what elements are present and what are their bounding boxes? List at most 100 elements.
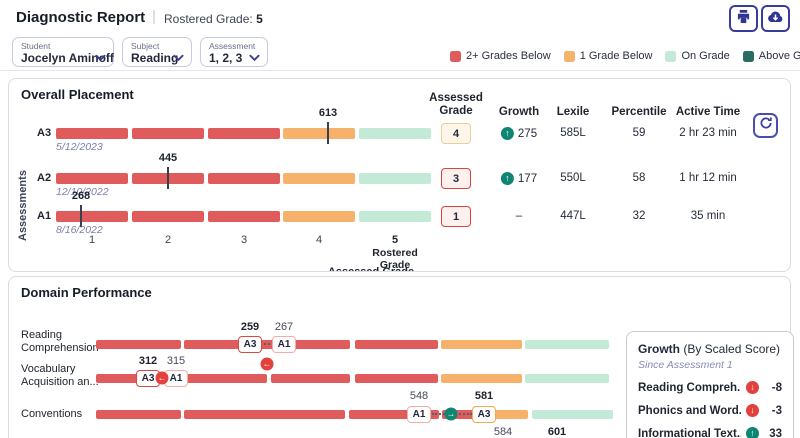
col-lexile: Lexile: [556, 106, 590, 118]
legend-swatch-above-grade: [742, 50, 754, 62]
domain-band: [96, 340, 181, 349]
refresh-icon: [759, 116, 773, 135]
placement-band-grade2: [132, 128, 204, 139]
legend-swatch-2plus-below: [450, 50, 461, 62]
a1-score: 267: [274, 321, 294, 333]
legend-swatch-1-below: [563, 50, 575, 62]
download-button[interactable]: [761, 5, 790, 32]
assessment-dropdown[interactable]: Assessment 1, 2, 3: [200, 37, 268, 67]
placement-legend: 2+ Grades Below 1 Grade Below On Grade A…: [450, 47, 800, 65]
domain-band: [441, 340, 522, 349]
growth-value: 275: [517, 127, 538, 140]
partial-row-score: 584: [493, 426, 513, 438]
growth-item: Reading Compreh... ↓ -8: [638, 381, 782, 394]
growth-up-icon: ↑: [500, 127, 514, 140]
x-tick-2: 2: [164, 234, 172, 246]
growth-cell: ↑ 177: [500, 172, 538, 185]
legend-item: 1 Grade Below: [563, 50, 653, 62]
placement-band-grade3: [208, 211, 280, 222]
growth-value: 177: [517, 172, 538, 185]
growth-card-title-bold: Growth: [638, 342, 680, 356]
subject-dropdown-value: Reading: [131, 51, 179, 65]
legend-item: On Grade: [665, 50, 730, 62]
growth-item-value: 33: [769, 427, 782, 438]
assessed-grade-badge: 4: [441, 123, 471, 144]
student-dropdown[interactable]: Student Jocelyn Aminoff: [12, 37, 114, 67]
placement-band-grade2: [132, 211, 204, 222]
subject-dropdown-label: Subject: [131, 41, 160, 51]
assessment-row-label: A2: [37, 172, 52, 184]
placement-band-grade1: [56, 173, 128, 184]
placement-band-grade5: [359, 173, 431, 184]
legend-label: 1 Grade Below: [579, 50, 653, 62]
a3-score: 581: [474, 390, 494, 402]
domain-row-label: Vocabulary Acquisition an...: [21, 363, 99, 388]
col-active-time: Active Time: [675, 106, 741, 118]
percentile-cell: 58: [632, 172, 646, 184]
domain-band: [441, 374, 522, 383]
a1-score: 315: [166, 355, 186, 367]
assessment-date: 12/10/2022: [56, 186, 109, 198]
score-marker: [80, 205, 82, 227]
assessed-grade-badge: 3: [441, 168, 471, 189]
domain-performance-title: Domain Performance: [21, 285, 152, 300]
print-button[interactable]: [729, 5, 758, 32]
score-marker: [167, 167, 169, 189]
assessment-date: 5/12/2023: [56, 141, 103, 153]
student-dropdown-value: Jocelyn Aminoff: [21, 51, 114, 65]
trend-up-icon: →: [444, 407, 458, 421]
assessment-row-label: A1: [37, 210, 52, 222]
lexile-cell: 447L: [560, 210, 586, 222]
x-tick-5: 5: [391, 234, 399, 246]
growth-item-label: Informational Text...: [638, 427, 741, 438]
placement-band-grade1: [56, 128, 128, 139]
placement-band-grade3: [208, 173, 280, 184]
growth-card-title: Growth (By Scaled Score): [638, 342, 782, 356]
domain-row-label: Conventions: [21, 408, 83, 420]
a3-marker: A3: [238, 336, 262, 353]
assessment-dropdown-value: 1, 2, 3: [209, 51, 243, 65]
lexile-cell: 550L: [560, 172, 586, 184]
legend-swatch-on-grade: [665, 50, 677, 62]
rostered-grade-tick-caption: Rostered Grade: [372, 247, 418, 271]
growth-summary-card: Growth (By Scaled Score) Since Assessmen…: [626, 331, 794, 438]
percentile-cell: 59: [632, 127, 646, 139]
domain-band: [525, 374, 609, 383]
page-title: Diagnostic Report: [16, 9, 146, 26]
growth-cell: ↑ 275: [500, 127, 538, 140]
lexile-cell: 585L: [560, 127, 586, 139]
placement-band-grade1: [56, 211, 128, 222]
domain-band: [355, 374, 438, 383]
legend-label: On Grade: [681, 50, 730, 62]
legend-label: 2+ Grades Below: [466, 50, 551, 62]
rostered-grade-label: Rostered Grade:: [164, 12, 253, 26]
a1-marker: A1: [272, 336, 296, 353]
refresh-button[interactable]: [753, 113, 778, 138]
col-percentile: Percentile: [611, 106, 667, 118]
domain-band: [532, 410, 613, 419]
growth-up-icon: ↑: [500, 172, 514, 185]
growth-card-subtitle: Since Assessment 1: [638, 359, 733, 371]
percentile-cell: 32: [632, 210, 646, 222]
a1-score: 548: [409, 390, 429, 402]
growth-item-value: -3: [771, 404, 782, 417]
partial-row-score: 601: [547, 426, 567, 438]
growth-card-title-suffix: (By Scaled Score): [683, 342, 781, 356]
assessment-date: 8/16/2022: [56, 224, 103, 236]
placement-band-grade5: [359, 128, 431, 139]
active-time-cell: 1 hr 12 min: [679, 172, 737, 184]
col-assessed-grade: Assessed Grade: [429, 92, 483, 117]
rostered-grade: Rostered Grade: 5: [164, 12, 263, 26]
domain-band: [271, 374, 350, 383]
cloud-download-icon: [767, 9, 784, 28]
col-growth: Growth: [498, 106, 540, 118]
domain-band: [489, 410, 528, 419]
student-dropdown-label: Student: [21, 41, 51, 51]
subject-dropdown[interactable]: Subject Reading: [122, 37, 192, 67]
score-value: 268: [71, 190, 91, 202]
a1-marker: A1: [407, 406, 431, 423]
rostered-grade-value: 5: [256, 12, 263, 26]
growth-cell: –: [515, 210, 523, 222]
header-divider: [0, 70, 800, 71]
trend-down-icon: ↓: [746, 381, 759, 394]
